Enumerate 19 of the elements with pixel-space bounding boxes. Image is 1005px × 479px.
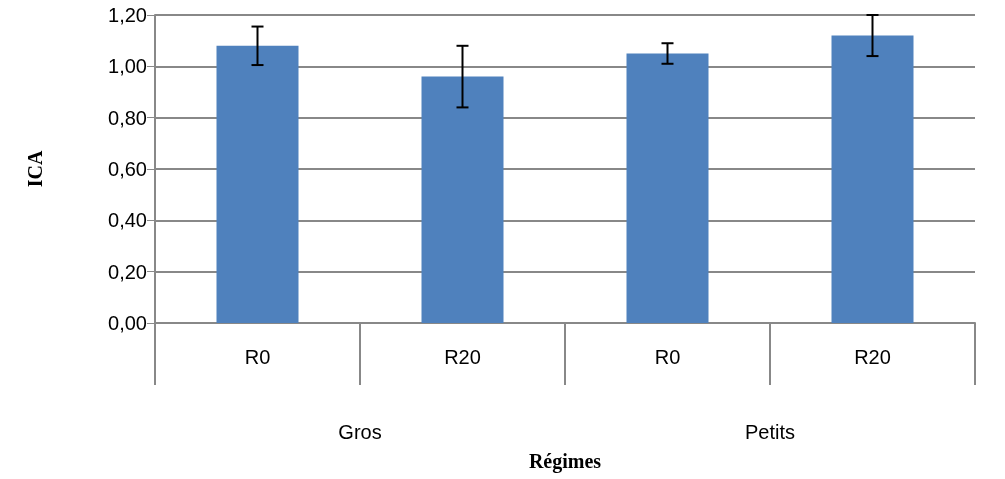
x-tick-label: R0 <box>244 346 271 368</box>
y-tick-label: 0,40 <box>108 209 147 232</box>
text: Petits <box>744 421 796 443</box>
y-tick-label: 0,60 <box>108 158 147 180</box>
x-tick-label: R20 <box>854 346 891 368</box>
x-tick-label: R20 <box>444 346 481 368</box>
y-tick-label: 1,00 <box>108 55 147 78</box>
bar <box>626 53 709 323</box>
bar <box>421 76 504 323</box>
x-axis-title: Régimes <box>528 450 602 473</box>
y-tick-label: 0,00 <box>108 312 147 334</box>
y-tick-label: 0,80 <box>108 106 147 129</box>
y-axis-title: ICA <box>24 150 46 188</box>
text: Gros <box>338 421 382 443</box>
x-tick-label: R0 <box>654 346 681 368</box>
bar <box>831 35 914 323</box>
y-tick-label: 0,20 <box>108 260 147 283</box>
bar <box>216 45 299 323</box>
y-tick-label: 1,20 <box>108 4 147 26</box>
